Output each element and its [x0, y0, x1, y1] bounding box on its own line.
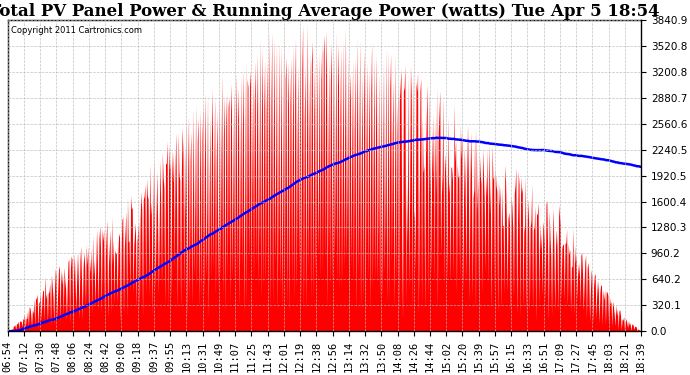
Text: Copyright 2011 Cartronics.com: Copyright 2011 Cartronics.com [11, 26, 142, 35]
Title: Total PV Panel Power & Running Average Power (watts) Tue Apr 5 18:54: Total PV Panel Power & Running Average P… [0, 3, 660, 20]
